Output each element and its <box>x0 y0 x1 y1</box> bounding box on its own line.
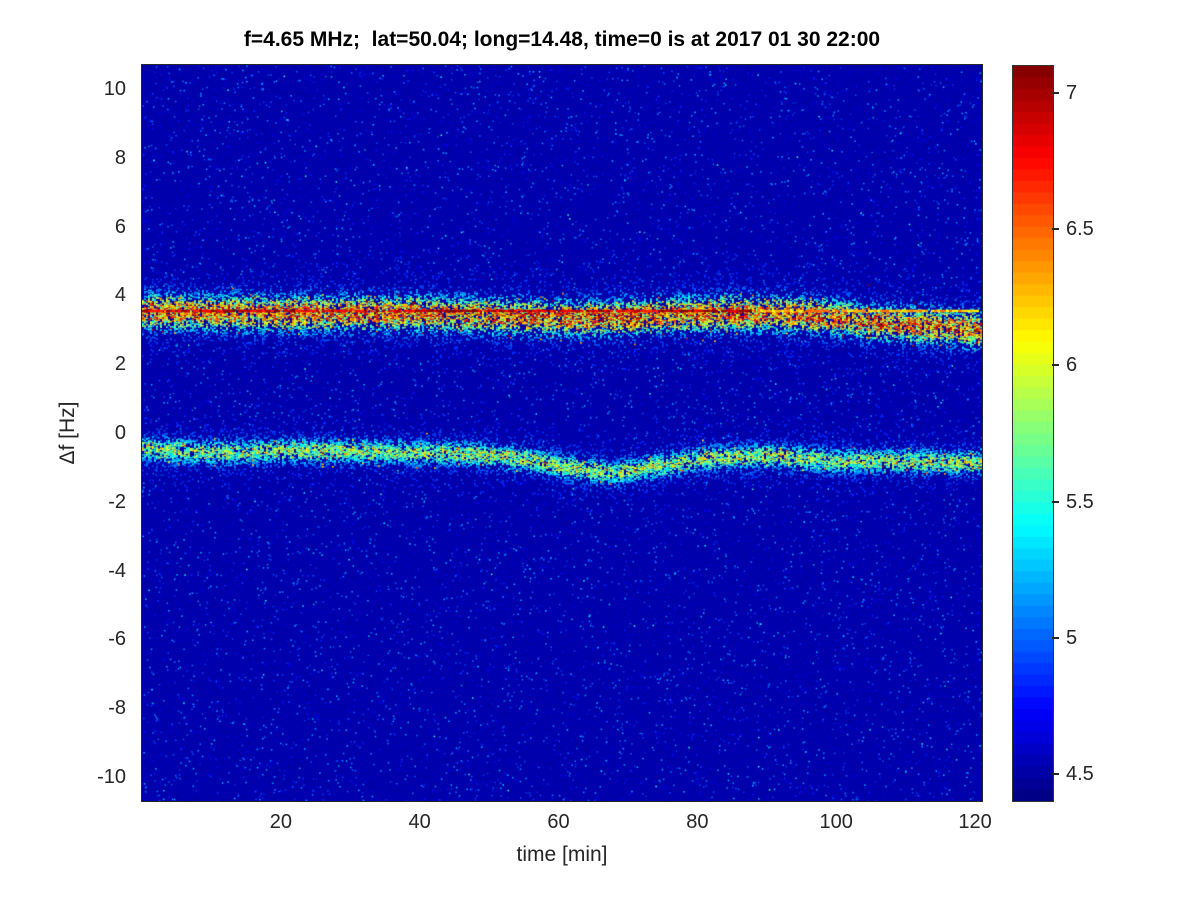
colorbar <box>1012 65 1054 802</box>
y-tick-label: 8 <box>114 146 126 169</box>
spectrogram-heatmap <box>142 65 982 801</box>
colorbar-tick-label: 5.5 <box>1066 490 1094 513</box>
x-tick-label: 80 <box>686 811 709 833</box>
y-tick-label: -2 <box>108 490 126 513</box>
x-axis-label: time [min] <box>516 843 608 866</box>
colorbar-tick-mark <box>1052 92 1059 95</box>
y-tick-label: 2 <box>114 353 126 376</box>
colorbar-tick-mark <box>1052 772 1059 775</box>
colorbar-tick-label: 4.5 <box>1066 762 1094 785</box>
chart-title: f=4.65 MHz; lat=50.04; long=14.48, time=… <box>243 28 881 51</box>
y-tick-label: 10 <box>103 78 126 101</box>
y-tick-label: -10 <box>97 765 126 788</box>
colorbar-tick-label: 6 <box>1066 354 1078 377</box>
colorbar-tick-mark <box>1052 636 1059 639</box>
colorbar-tick-label: 5 <box>1066 626 1078 649</box>
y-tick-label: 4 <box>114 284 126 307</box>
x-tick-label: 40 <box>408 811 431 833</box>
colorbar-tick-label: 6.5 <box>1066 218 1094 241</box>
plot-area <box>141 64 983 802</box>
x-tick-label: 60 <box>547 811 570 833</box>
x-tick-label: 100 <box>819 811 853 833</box>
colorbar-tick-mark <box>1052 228 1059 231</box>
y-tick-label: 0 <box>114 422 126 444</box>
y-tick-label: -6 <box>108 628 126 651</box>
colorbar-tick-mark <box>1052 364 1059 367</box>
colorbar-gradient <box>1013 66 1053 801</box>
colorbar-tick-label: 7 <box>1066 82 1078 105</box>
y-tick-label: -8 <box>108 697 126 720</box>
x-tick-label: 20 <box>269 811 292 833</box>
y-tick-label: 6 <box>114 215 126 238</box>
colorbar-tick-mark <box>1052 500 1059 503</box>
x-tick-label: 120 <box>958 811 992 833</box>
y-tick-label: -4 <box>108 559 126 582</box>
